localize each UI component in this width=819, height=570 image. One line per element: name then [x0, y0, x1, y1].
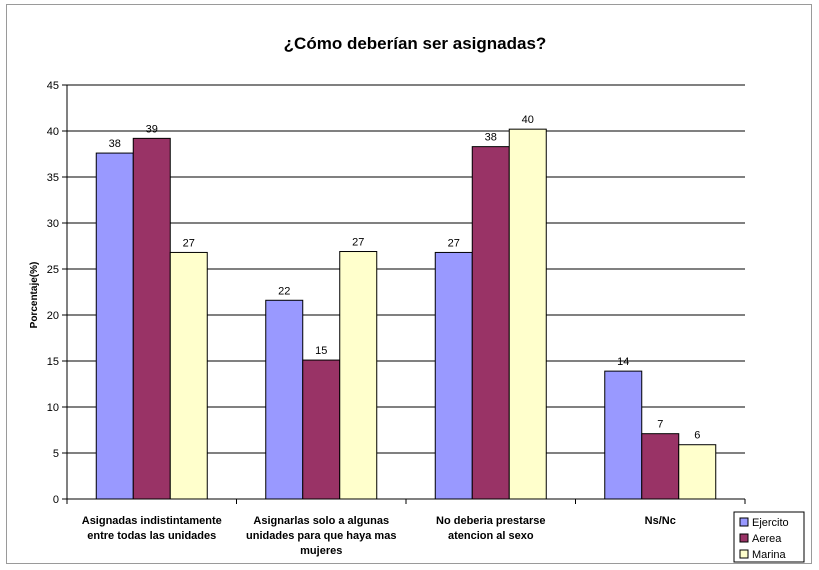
y-axis-label: Porcentaje(%) [29, 262, 40, 329]
bar [641, 433, 680, 500]
data-label: 27 [183, 237, 195, 249]
y-axis-ticks: 0 5 10 15 20 25 30 35 40 45 [47, 80, 59, 506]
data-label: 27 [352, 237, 364, 249]
data-label: 38 [485, 132, 497, 144]
bar [678, 444, 717, 500]
legend-swatch [739, 533, 749, 543]
bars [95, 128, 717, 500]
category-label: atencion al sexo [448, 530, 534, 542]
bar [95, 152, 134, 500]
y-tick-label: 15 [47, 356, 59, 368]
axes [62, 84, 746, 504]
data-label: 38 [109, 138, 121, 150]
y-tick-label: 40 [47, 126, 59, 138]
bar [132, 137, 171, 500]
legend-label: Aerea [752, 533, 782, 545]
bar-chart: ¿Cómo deberían ser asignadas? 0 5 10 15 20 25… [29, 34, 805, 563]
y-tick-label: 30 [47, 218, 59, 230]
bar [471, 146, 510, 500]
data-labels: 38 39 27 22 15 27 27 38 40 14 7 6 [109, 114, 701, 442]
legend-swatch [739, 549, 749, 559]
y-tick-label: 5 [53, 448, 59, 460]
category-label: Asignadas indistintamente [82, 515, 222, 527]
category-label: mujeres [300, 545, 342, 557]
y-tick-label: 35 [47, 172, 59, 184]
bar [434, 251, 473, 500]
legend-label: Marina [752, 549, 787, 561]
legend: Ejercito Aerea Marina [733, 511, 805, 563]
chart-frame: ¿Cómo deberían ser asignadas? 0 5 10 15 20 25… [6, 4, 812, 564]
data-label: 40 [522, 114, 534, 126]
bar [339, 251, 378, 500]
data-label: 22 [278, 285, 290, 297]
bar [169, 251, 208, 500]
y-tick-label: 20 [47, 310, 59, 322]
bar [265, 299, 304, 500]
category-label: Asignarlas solo a algunas [253, 515, 389, 527]
data-label: 39 [146, 123, 158, 135]
y-tick-label: 25 [47, 264, 59, 276]
data-label: 14 [617, 356, 629, 368]
category-label: unidades para que haya mas [246, 530, 396, 542]
legend-swatch [739, 517, 749, 527]
category-label: Ns/Nc [645, 515, 676, 527]
y-tick-label: 0 [53, 494, 59, 506]
legend-label: Ejercito [752, 517, 789, 529]
chart-title: ¿Cómo deberían ser asignadas? [284, 34, 547, 53]
data-label: 7 [657, 419, 663, 431]
y-tick-label: 45 [47, 80, 59, 92]
y-tick-label: 10 [47, 402, 59, 414]
data-label: 6 [694, 430, 700, 442]
bar [508, 128, 547, 500]
x-axis-categories: Asignadas indistintamente entre todas las… [82, 515, 676, 557]
category-label: entre todas las unidades [87, 530, 216, 542]
data-label: 27 [448, 237, 460, 249]
bar [604, 370, 643, 500]
data-label: 15 [315, 345, 327, 357]
category-label: No deberia prestarse [436, 515, 545, 527]
bar [302, 359, 341, 500]
